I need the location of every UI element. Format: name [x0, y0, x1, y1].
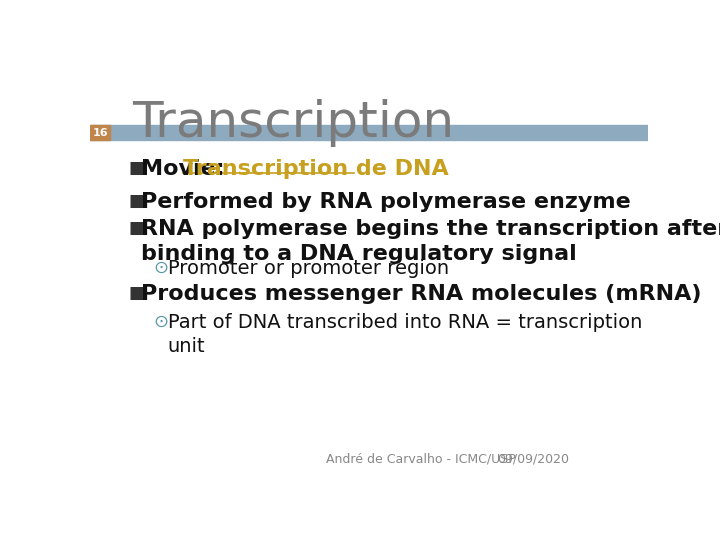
Text: ■: ■	[129, 192, 145, 210]
Text: Transcription: Transcription	[132, 99, 455, 147]
Text: 09/09/2020: 09/09/2020	[497, 452, 569, 465]
Bar	[90, 125, 110, 140]
Bar	[90, 125, 648, 140]
Text: Performed by RNA polymerase enzyme: Performed by RNA polymerase enzyme	[141, 192, 631, 212]
Text: 16: 16	[92, 127, 108, 138]
Text: ■: ■	[129, 219, 145, 237]
Text: ■: ■	[129, 159, 145, 177]
Text: Transcription de DNA: Transcription de DNA	[183, 159, 449, 179]
Text: ⊙: ⊙	[153, 259, 168, 277]
Text: André de Carvalho - ICMC/USP: André de Carvalho - ICMC/USP	[326, 452, 516, 465]
Text: RNA polymerase begins the transcription after
binding to a DNA regulatory signal: RNA polymerase begins the transcription …	[141, 219, 720, 265]
Text: Produces messenger RNA molecules (mRNA): Produces messenger RNA molecules (mRNA)	[141, 284, 702, 304]
Text: Part of DNA transcribed into RNA = transcription
unit: Part of DNA transcribed into RNA = trans…	[168, 313, 642, 356]
Text: ⊙: ⊙	[153, 313, 168, 330]
Text: Movie:: Movie:	[141, 159, 233, 179]
Text: ■: ■	[129, 284, 145, 302]
Text: Promoter or promoter region: Promoter or promoter region	[168, 259, 449, 278]
